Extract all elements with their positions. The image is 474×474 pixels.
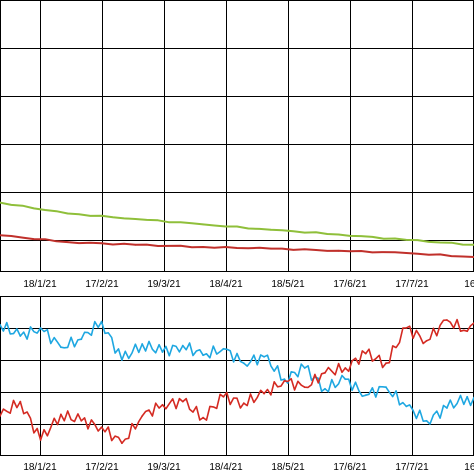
panel-1-series-1-point: [66, 212, 69, 215]
panel-2-series-1-point: [344, 378, 347, 381]
panel-1-series-1-point: [202, 223, 205, 226]
panel-2-series-2-point: [181, 400, 184, 403]
panel-2-series-1-point: [446, 407, 448, 409]
panel-2-series-2-point: [242, 402, 245, 405]
panel-2-x-tick-label: 17/2/21: [85, 462, 119, 473]
panel-2-series-2-point: [283, 379, 286, 382]
panel-2-series-2-point: [425, 339, 428, 342]
panel-2-series-2-line: [0, 318, 474, 444]
panel-1-series-2-point: [202, 246, 205, 248]
panel-2-series-2-point: [385, 362, 387, 365]
panel-2-series-2-point: [222, 395, 225, 398]
panel-2-series-1-point: [364, 394, 367, 397]
panel-1-x-tick-label: 16/8: [464, 279, 474, 290]
panel-2-series-1-line: [0, 320, 474, 425]
panel-2-series-2-point: [141, 415, 144, 417]
panel-2-series-2-point: [121, 442, 123, 445]
panel-2-x-tick-label: 18/5/21: [271, 462, 305, 473]
panel-1-x-tick-label: 18/4/21: [209, 279, 243, 290]
panel-1-x-tick-label: 19/3/21: [147, 279, 181, 290]
panel-1-x-tick-label: 18/5/21: [271, 279, 305, 290]
panel-1-x-tick-label: 17/6/21: [333, 279, 367, 290]
panel-2-x-tick-label: 18/1/21: [23, 462, 57, 473]
panel-2-series-2-point: [324, 371, 326, 374]
panel-2-series-1-point: [161, 351, 164, 353]
panel-2-series-2-point: [405, 327, 408, 329]
panel-1-series-1-point: [337, 233, 340, 236]
panel-2-series-2-point: [202, 416, 205, 419]
panel-2-series-1-point: [19, 335, 22, 337]
panel-2-series-2-point: [303, 386, 306, 389]
panel-2-frame: [0, 296, 474, 456]
panel-2-x-tick-label: 17/6/21: [333, 462, 367, 473]
panel-2-series-2-point: [364, 352, 367, 355]
panel-1-x-tick-label: 17/7/21: [395, 279, 429, 290]
panel-2-series-1-point: [303, 367, 306, 369]
panel-2-series-2-point: [161, 403, 164, 406]
panel-2-series-2-point: [60, 413, 62, 416]
panel-2-series-1-point: [222, 347, 225, 350]
panel-1-series-2-point: [66, 241, 69, 244]
panel-2-series-1-point: [324, 387, 326, 390]
panel-2-series-1-point: [60, 346, 62, 349]
panel-2-series-2-point: [263, 392, 265, 395]
panel-2-series-1-point: [202, 354, 205, 357]
panel-2-x-tick-label: 17/7/21: [395, 462, 429, 473]
panel-2-series-1-point: [100, 320, 103, 323]
panel-2-x-tick-label: 18/4/21: [209, 462, 243, 473]
panel-2-series-1-point: [283, 378, 286, 381]
panel-2-series-2-point: [80, 419, 83, 422]
panel-1-series-2-point: [0, 234, 1, 237]
panel-1-series-1-point: [134, 218, 137, 220]
panel-2-series-1-point: [141, 343, 144, 345]
panel-1-series-2-point: [270, 247, 272, 250]
panel-2-series-1-point: [39, 327, 42, 329]
panel-2-series-2-point: [39, 439, 42, 441]
panel-2-series-2-point: [466, 330, 469, 333]
panel-2-series-2-point: [100, 426, 103, 429]
panel-2-series-1-point: [385, 386, 387, 389]
panel-2-series-2-point: [344, 367, 347, 369]
panel-1-x-tick-label: 18/1/21: [23, 279, 57, 290]
panel-2-x-tick-label: 19/3/21: [147, 462, 181, 473]
panel-1-series-1-point: [0, 201, 1, 204]
panel-2-series-1-point: [181, 344, 184, 347]
panel-2-x-tick-label: 16/8: [464, 462, 474, 473]
panel-2-series-1-point: [405, 405, 408, 408]
panel-1-series-2-point: [337, 249, 340, 252]
panel-1-series-2-point: [134, 243, 137, 246]
panel-2-series-1-point: [242, 362, 245, 365]
panel-2-series-1-point: [425, 419, 428, 422]
panel-1-frame: [0, 0, 474, 272]
panel-2-series-1-point: [263, 355, 265, 358]
panel-1-series-1-point: [405, 239, 408, 241]
panel-2-series-1-point: [466, 395, 469, 398]
panel-2-series-1-point: [121, 359, 123, 361]
panel-2-series-1-point: [80, 338, 83, 341]
panel-1-x-tick-label: 17/2/21: [85, 279, 119, 290]
panel-2-series-1-point: [0, 323, 1, 326]
panel-1-series-2-point: [405, 252, 408, 254]
panel-2-series-2-point: [446, 319, 448, 321]
panel-1-series-1-point: [270, 228, 272, 231]
panel-2-series-2-point: [19, 400, 22, 403]
panel-2-series-2-point: [0, 415, 1, 417]
